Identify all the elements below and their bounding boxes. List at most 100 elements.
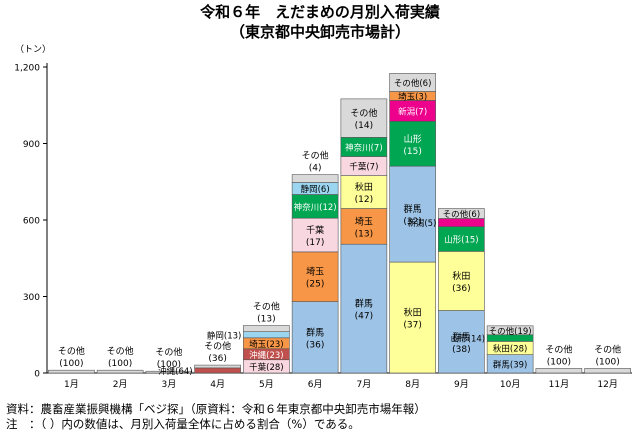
x-tick-label: 9月 [454,379,469,390]
segment-label: 山形 [404,133,422,145]
segment-label: その他 [302,150,329,162]
segment-label: 山形(15) [444,234,478,245]
segment-pct-label: (36) [452,284,470,294]
segment-label: 神奈川(12) [294,202,337,213]
bar-segment [438,251,485,311]
segment-label: その他(19) [489,326,532,337]
segment-label: 群馬 [404,203,422,215]
y-tick-label: 600 [23,217,40,227]
segment-label: 千葉(7) [349,162,378,173]
chart-subtitle: （東京都中央卸売市場計） [229,23,410,41]
bar-segment [340,208,388,245]
bar-segment [194,364,241,369]
segment-label: 沖縄(64) [158,366,192,377]
segment-pct-label: (100) [547,357,571,367]
x-tick-label: 6月 [308,379,323,390]
y-axis-unit: （トン） [15,44,51,55]
y-tick-label: 300 [23,293,40,303]
bar-segment [243,325,290,332]
y-tick-label: 0 [34,370,40,380]
bar-segment [438,310,485,374]
x-tick-label: 12月 [597,379,617,390]
segment-label: 沖縄(23) [249,350,283,361]
segment-pct-label: (13) [355,229,373,239]
segment-label: その他 [594,343,621,355]
x-tick-label: 11月 [549,379,569,390]
segment-label: 千葉(28) [249,362,283,373]
segment-pct-label: (4) [309,164,322,174]
bar-segment [96,369,144,374]
segment-label: 埼玉(23) [249,339,283,350]
bar-segment [389,73,436,92]
bar-segment [145,370,193,374]
segment-pct-label: (17) [306,238,324,248]
segment-label: その他 [155,346,182,358]
segment-label: その他 [107,345,134,357]
segment-label: 埼玉 [306,266,324,278]
segment-pct-label: (32) [403,217,421,227]
segment-label: 新潟(5) [407,218,436,229]
segment-pct-label: (15) [403,147,421,157]
bar-segment [291,217,339,253]
bar-segment [584,368,631,374]
segment-label: 群馬 [355,298,373,310]
segment-pct-label: (36) [208,354,226,364]
segment-label: 静岡(13) [207,330,241,341]
segment-label: その他 [545,343,572,355]
bar-segment [486,325,534,336]
x-tick-label: 3月 [162,379,177,390]
segment-pct-label: (47) [355,312,373,322]
bar-segment [291,301,339,374]
segment-label: 埼玉(3) [398,91,427,102]
bar-segment [48,369,95,374]
segment-pct-label: (100) [59,359,83,369]
note-footnote: 注 ：（ ）内の数値は、月別入荷量全体に占める割合（%）である。 [6,417,360,431]
bar-segment [340,175,388,209]
segment-label: 秋田 [452,270,470,282]
segment-label: その他 [350,107,377,119]
segment-label: その他(6) [394,78,432,89]
segment-label: 秋田(28) [493,344,527,355]
bar-segment [438,208,485,219]
segment-pct-label: (100) [157,360,181,370]
bar-segment [194,367,241,374]
segment-pct-label: (36) [306,340,324,350]
segment-label: 埼玉 [355,215,373,227]
segment-label: その他 [253,301,280,313]
segment-label: その他 [204,340,231,352]
segment-label: その他(6) [443,209,481,220]
bar-segment [340,243,388,374]
x-tick-label: 8月 [405,379,420,390]
segment-pct-label: (37) [403,321,421,331]
segment-pct-label: (13) [257,315,275,325]
source-footnote: 資料：農畜産業振興機構「ベジ探」（原資料：令和６年東京都中央卸売市場年報） [6,402,426,416]
bar-segment [535,368,583,374]
x-tick-label: 5月 [259,379,274,390]
segment-pct-label: (12) [355,195,373,205]
segment-label: その他 [58,345,85,357]
bar-segment [340,98,388,138]
x-tick-label: 2月 [113,379,128,390]
y-tick-label: 900 [23,140,40,150]
segment-label: 群馬(39) [493,359,527,370]
bar-segment [291,174,339,183]
x-tick-label: 10月 [500,379,520,390]
segment-pct-label: (100) [596,357,620,367]
segment-label: 千葉 [306,224,324,236]
x-tick-label: 1月 [64,379,79,390]
segment-label: 新潟(7) [398,106,427,117]
segment-label: 秋田 [404,307,422,319]
segment-pct-label: (38) [452,345,470,355]
x-tick-label: 4月 [210,379,225,390]
x-tick-label: 7月 [357,379,372,390]
y-tick-label: 1,200 [14,64,40,74]
segment-pct-label: (14) [355,121,373,131]
segment-label: 群馬 [452,331,470,343]
segment-label: 神奈川(7) [345,142,383,153]
bar-segment [243,331,290,339]
segment-label: 秋田 [355,181,373,193]
segment-label: 群馬 [306,326,324,338]
segment-pct-label: (100) [108,359,132,369]
segment-label: 静岡(6) [301,184,330,195]
bar-segment [389,261,436,374]
